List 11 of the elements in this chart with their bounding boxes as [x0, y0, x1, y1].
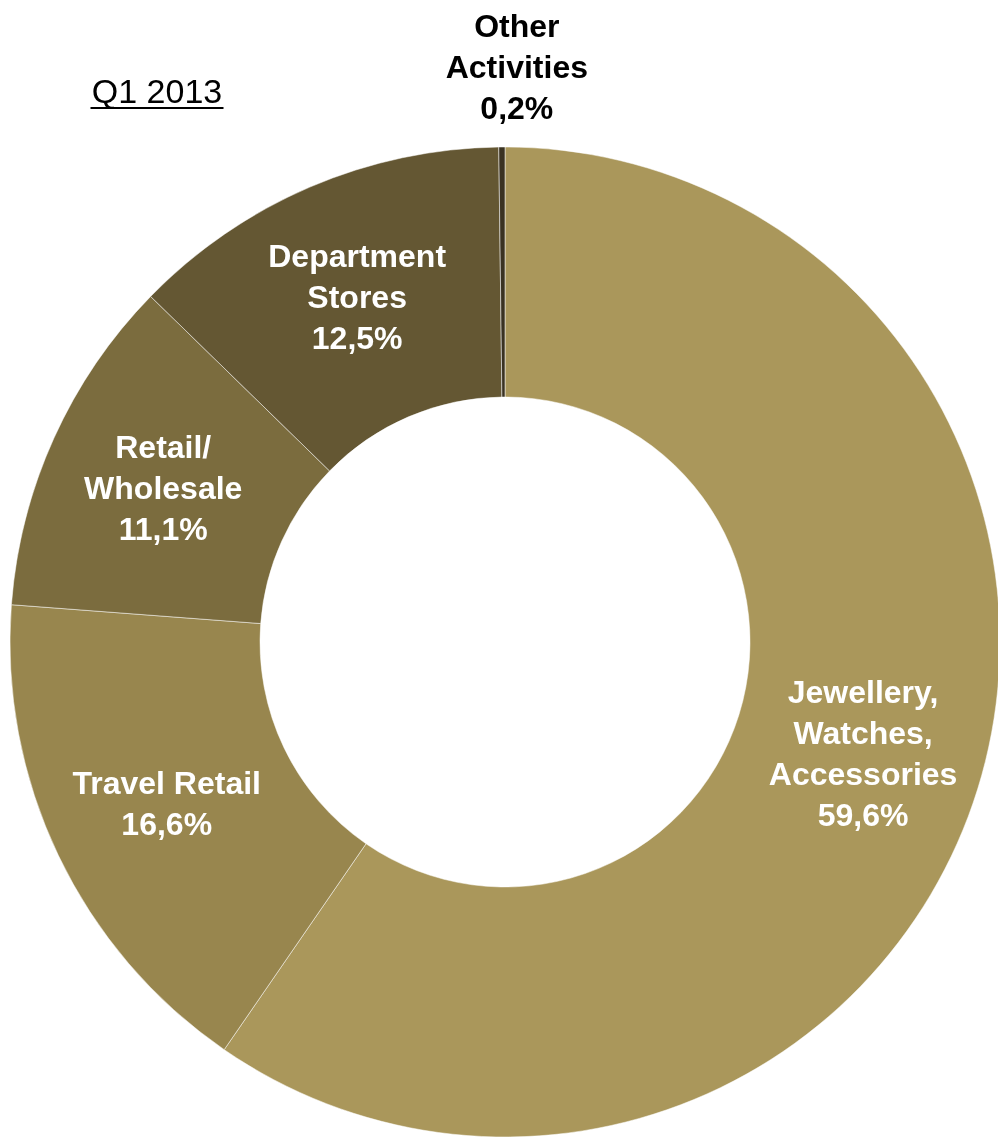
slice-label: Other Activities: [445, 8, 588, 86]
data-label: 16,6%: [121, 806, 213, 843]
slice-label: Retail/ Wholesale: [84, 428, 243, 506]
data-label: 12,5%: [311, 320, 403, 357]
slice-label: Department Stores: [268, 238, 447, 316]
data-label: 0,2%: [480, 90, 554, 127]
data-label: 59,6%: [817, 796, 909, 833]
slice-label: Travel Retail: [72, 765, 261, 802]
slice-label: Jewellery, Watches, Accessories: [768, 673, 958, 792]
text: Q1 2013: [91, 72, 223, 110]
data-label: 11,1%: [118, 510, 208, 547]
